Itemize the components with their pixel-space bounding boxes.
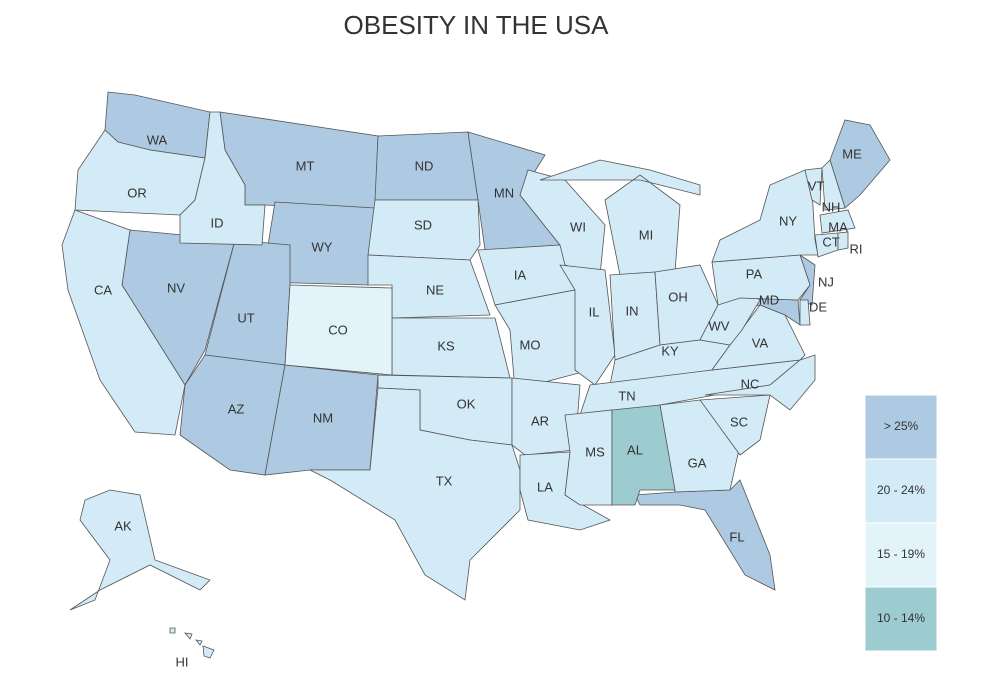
state-label: CT <box>822 234 839 249</box>
state-label: MD <box>759 292 779 307</box>
state-label: AL <box>627 442 643 457</box>
state-label: VT <box>808 178 825 193</box>
state-shape <box>169 627 215 659</box>
state-label: NY <box>779 213 797 228</box>
state-label: KS <box>437 338 455 353</box>
state-shape <box>804 167 823 206</box>
state-label: NV <box>167 280 185 295</box>
legend-swatch <box>864 458 938 524</box>
state-label: CA <box>94 282 112 297</box>
state-shape <box>634 479 776 591</box>
states <box>61 91 891 659</box>
state-label: AR <box>531 413 549 428</box>
state-label: OR <box>127 185 147 200</box>
state-label: PA <box>746 266 763 281</box>
state-label: IA <box>514 267 527 282</box>
state-label: HI <box>176 654 189 669</box>
state-labels: WA MT ND MN WY NV UT AZ NM ME NJ MD FL OR ID CA SD NE KS OK… <box>94 132 863 669</box>
state-label: RI <box>850 241 863 256</box>
legend-swatch <box>864 522 938 588</box>
state-label: KY <box>661 343 679 358</box>
legend-swatch <box>864 586 938 652</box>
state-label: WV <box>709 318 730 333</box>
state-label: AK <box>114 518 132 533</box>
state-label: LA <box>537 479 553 494</box>
state-label: NM <box>313 410 333 425</box>
state-shape <box>799 299 811 326</box>
state-shape <box>611 404 676 506</box>
legend-label: 15 - 19% <box>877 547 925 561</box>
state-shape <box>179 111 266 246</box>
state-label: DE <box>809 299 827 314</box>
legend: > 25% 20 - 24% 15 - 19% 10 - 14% <box>864 394 938 652</box>
state-shape <box>819 209 856 234</box>
state-label: AZ <box>228 401 245 416</box>
state-label: TX <box>436 473 453 488</box>
state-label: ID <box>211 215 224 230</box>
state-label: WI <box>570 219 586 234</box>
state-shape <box>61 209 186 436</box>
state-label: ND <box>415 158 434 173</box>
state-shape <box>699 394 771 456</box>
state-label: IN <box>626 303 639 318</box>
legend-swatch <box>864 394 938 460</box>
state-shape <box>821 159 846 211</box>
state-label: GA <box>688 455 707 470</box>
state-label: TN <box>618 388 635 403</box>
state-label: IL <box>589 304 600 319</box>
state-label: SC <box>730 414 748 429</box>
state-label: WA <box>147 132 168 147</box>
state-shape <box>539 159 701 276</box>
state-shape <box>494 289 591 391</box>
state-label: UT <box>237 310 254 325</box>
state-label: NJ <box>818 274 834 289</box>
state-label: SD <box>414 217 432 232</box>
state-shape <box>704 354 816 411</box>
state-label: ME <box>842 146 862 161</box>
chart-title: OBESITY IN THE USA <box>344 10 610 40</box>
state-shape <box>69 489 211 611</box>
state-label: MT <box>296 158 315 173</box>
state-label: NE <box>426 282 444 297</box>
state-label: NC <box>741 376 760 391</box>
state-label: MN <box>494 185 514 200</box>
state-label: WY <box>312 239 333 254</box>
state-label: MA <box>828 219 848 234</box>
state-label: MI <box>639 227 653 242</box>
state-label: VA <box>752 335 769 350</box>
state-shape <box>309 387 521 601</box>
state-label: OH <box>668 289 688 304</box>
state-label: NH <box>822 199 841 214</box>
state-shape <box>837 231 849 251</box>
state-shape <box>284 284 393 376</box>
legend-label: 10 - 14% <box>877 611 925 625</box>
legend-label: 20 - 24% <box>877 483 925 497</box>
state-label: FL <box>729 529 744 544</box>
state-label: MS <box>585 444 605 459</box>
state-label: CO <box>328 322 348 337</box>
state-shape <box>511 377 581 456</box>
state-label: OK <box>457 396 476 411</box>
state-shape <box>367 199 481 261</box>
state-shape <box>711 169 819 263</box>
state-label: MO <box>520 337 541 352</box>
legend-label: > 25% <box>884 419 919 433</box>
